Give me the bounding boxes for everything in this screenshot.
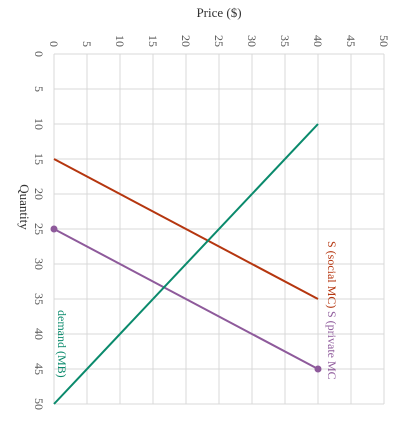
x-tick-label: 20 <box>179 35 193 47</box>
x-tick-label: 5 <box>80 41 94 47</box>
series-line <box>53 228 319 370</box>
series-marker <box>50 225 58 233</box>
series-label: S (social MC) <box>325 241 339 308</box>
y-tick-label: 10 <box>32 118 46 130</box>
y-tick-label: 45 <box>32 363 46 375</box>
x-axis-title: Price ($) <box>196 5 241 20</box>
y-tick-label: 15 <box>32 153 46 165</box>
y-tick-label: 50 <box>32 398 46 410</box>
y-tick-label: 40 <box>32 328 46 340</box>
x-tick-label: 25 <box>212 35 226 47</box>
x-tick-label: 10 <box>113 35 127 47</box>
x-tick-label: 0 <box>47 41 61 47</box>
series-markers <box>50 225 322 373</box>
tick-labels: 0 5 10 15 20 25 30 35 40 45 50 0 5 10 15 20 25 30 35 40 45 50 <box>32 35 391 410</box>
x-tick-label: 45 <box>344 35 358 47</box>
series-label: S (private MC <box>325 311 339 380</box>
series-lines <box>53 123 319 405</box>
x-tick-label: 35 <box>278 35 292 47</box>
y-tick-label: 25 <box>32 223 46 235</box>
series-line <box>53 158 319 300</box>
series-labels: S (social MC) S (private MC demand (MB) <box>55 241 339 380</box>
series-line <box>53 123 319 405</box>
y-tick-label: 5 <box>32 86 46 92</box>
x-tick-label: 40 <box>311 35 325 47</box>
y-tick-label: 0 <box>32 51 46 57</box>
series-label: demand (MB) <box>55 310 69 378</box>
x-tick-label: 50 <box>377 35 391 47</box>
x-tick-label: 30 <box>245 35 259 47</box>
y-tick-label: 20 <box>32 188 46 200</box>
y-axis-title: Quantity <box>17 184 32 230</box>
y-tick-label: 30 <box>32 258 46 270</box>
x-tick-label: 15 <box>146 35 160 47</box>
grid <box>53 53 385 405</box>
series-marker <box>314 365 322 373</box>
y-tick-label: 35 <box>32 293 46 305</box>
